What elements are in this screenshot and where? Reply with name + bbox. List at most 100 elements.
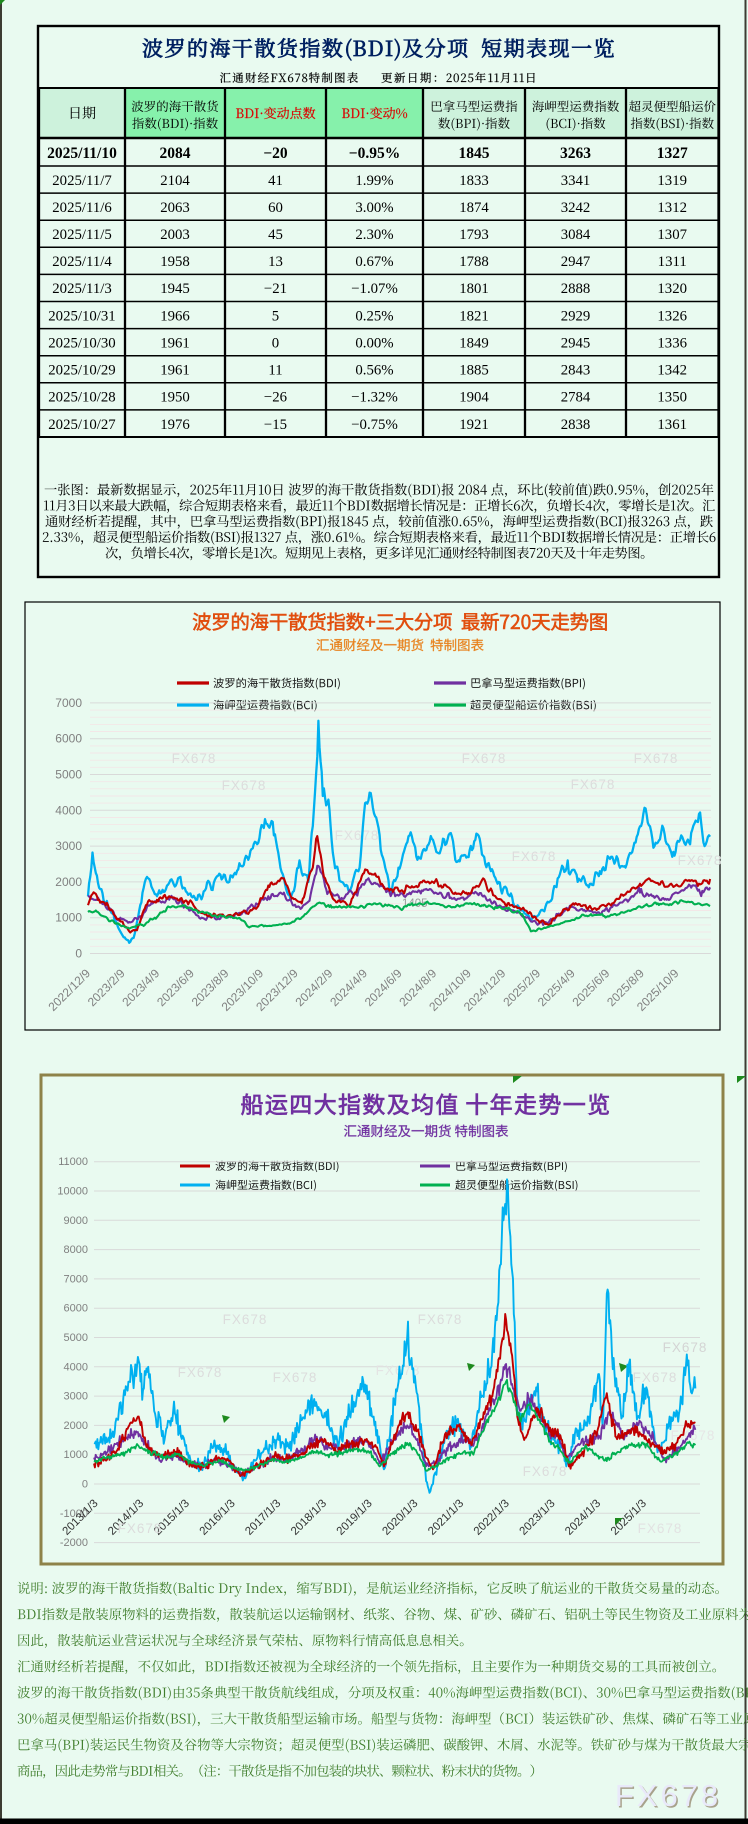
svg-text:2.30%: 2.30% bbox=[355, 227, 393, 243]
svg-text:2025/10/30: 2025/10/30 bbox=[48, 336, 115, 352]
svg-text:−0.95%: −0.95% bbox=[349, 145, 400, 162]
svg-text:7000: 7000 bbox=[55, 696, 82, 710]
svg-text:FX678: FX678 bbox=[178, 1365, 223, 1380]
svg-text:2104: 2104 bbox=[160, 173, 190, 189]
svg-text:1945: 1945 bbox=[160, 281, 190, 297]
svg-text:−15: −15 bbox=[264, 417, 287, 433]
svg-text:1000: 1000 bbox=[55, 911, 82, 925]
svg-text:1319: 1319 bbox=[657, 173, 687, 189]
svg-text:10000: 10000 bbox=[57, 1186, 88, 1198]
svg-text:-1000: -1000 bbox=[60, 1508, 88, 1520]
svg-text:5000: 5000 bbox=[55, 768, 82, 782]
svg-text:2025/10/27: 2025/10/27 bbox=[48, 417, 115, 433]
svg-text:1788: 1788 bbox=[459, 254, 489, 270]
svg-text:2947: 2947 bbox=[561, 254, 591, 270]
svg-text:1958: 1958 bbox=[160, 254, 190, 270]
svg-text:2025/11/4: 2025/11/4 bbox=[52, 254, 112, 270]
svg-text:-2000: -2000 bbox=[60, 1537, 88, 1549]
svg-text:41: 41 bbox=[268, 173, 283, 189]
svg-text:3341: 3341 bbox=[561, 173, 591, 189]
svg-text:1312: 1312 bbox=[657, 200, 687, 216]
svg-text:2945: 2945 bbox=[561, 336, 591, 352]
svg-text:1801: 1801 bbox=[459, 281, 489, 297]
svg-text:FX678: FX678 bbox=[571, 777, 616, 792]
svg-text:3084: 3084 bbox=[561, 227, 591, 243]
svg-text:0.56%: 0.56% bbox=[355, 363, 393, 379]
svg-text:1793: 1793 bbox=[459, 227, 489, 243]
svg-text:1904: 1904 bbox=[459, 390, 489, 406]
svg-text:FX678: FX678 bbox=[273, 1370, 318, 1385]
svg-text:9000: 9000 bbox=[64, 1215, 88, 1227]
svg-text:1833: 1833 bbox=[459, 173, 489, 189]
svg-text:2000: 2000 bbox=[64, 1420, 88, 1432]
svg-text:1845: 1845 bbox=[459, 145, 490, 162]
svg-text:FX678: FX678 bbox=[223, 1312, 268, 1327]
svg-text:1326: 1326 bbox=[657, 308, 687, 324]
svg-text:6000: 6000 bbox=[64, 1303, 88, 1315]
svg-text:FX678: FX678 bbox=[118, 1521, 163, 1536]
svg-text:0.25%: 0.25% bbox=[355, 308, 393, 324]
svg-text:FX678: FX678 bbox=[671, 1428, 716, 1443]
svg-text:3242: 3242 bbox=[561, 200, 591, 216]
svg-text:1921: 1921 bbox=[459, 417, 489, 433]
svg-text:3263: 3263 bbox=[560, 145, 591, 162]
svg-text:0: 0 bbox=[82, 1479, 88, 1491]
svg-text:FX678: FX678 bbox=[663, 1340, 708, 1355]
svg-text:2025/11/7: 2025/11/7 bbox=[52, 173, 111, 189]
svg-text:−26: −26 bbox=[264, 390, 287, 406]
svg-text:1.99%: 1.99% bbox=[355, 173, 393, 189]
svg-text:2843: 2843 bbox=[561, 363, 591, 379]
svg-text:1342: 1342 bbox=[657, 363, 687, 379]
svg-text:8000: 8000 bbox=[64, 1244, 88, 1256]
svg-text:1327: 1327 bbox=[657, 145, 688, 162]
svg-text:1885: 1885 bbox=[459, 363, 489, 379]
svg-text:1961: 1961 bbox=[160, 336, 190, 352]
svg-text:1320: 1320 bbox=[657, 281, 687, 297]
svg-text:6000: 6000 bbox=[55, 732, 82, 746]
svg-text:2784: 2784 bbox=[561, 390, 591, 406]
svg-text:1000: 1000 bbox=[64, 1449, 88, 1461]
svg-text:1307: 1307 bbox=[657, 227, 687, 243]
svg-text:−1.32%: −1.32% bbox=[351, 390, 398, 406]
svg-text:4000: 4000 bbox=[55, 803, 82, 817]
svg-text:0: 0 bbox=[75, 947, 82, 961]
svg-text:2025/11/5: 2025/11/5 bbox=[52, 227, 111, 243]
svg-text:1874: 1874 bbox=[459, 200, 489, 216]
svg-text:2888: 2888 bbox=[561, 281, 591, 297]
svg-text:1961: 1961 bbox=[160, 363, 190, 379]
svg-text:2025/10/31: 2025/10/31 bbox=[48, 308, 115, 324]
svg-text:2063: 2063 bbox=[160, 200, 190, 216]
svg-text:FX678: FX678 bbox=[633, 1370, 678, 1385]
svg-text:−0.75%: −0.75% bbox=[351, 417, 398, 433]
svg-text:−20: −20 bbox=[263, 145, 288, 162]
svg-text:3.00%: 3.00% bbox=[355, 200, 393, 216]
svg-text:1950: 1950 bbox=[160, 390, 190, 406]
svg-text:FX678: FX678 bbox=[634, 751, 679, 766]
svg-text:FX678: FX678 bbox=[615, 1778, 721, 1813]
svg-text:1361: 1361 bbox=[657, 417, 687, 433]
svg-text:2003: 2003 bbox=[160, 227, 190, 243]
svg-text:3000: 3000 bbox=[55, 839, 82, 853]
svg-text:−21: −21 bbox=[264, 281, 287, 297]
svg-text:1821: 1821 bbox=[459, 308, 489, 324]
svg-text:2025/11/10: 2025/11/10 bbox=[47, 145, 117, 162]
svg-text:2929: 2929 bbox=[561, 308, 591, 324]
svg-text:FX678: FX678 bbox=[376, 1363, 421, 1378]
svg-text:−1.07%: −1.07% bbox=[351, 281, 398, 297]
svg-text:2025/10/28: 2025/10/28 bbox=[48, 390, 115, 406]
svg-text:2838: 2838 bbox=[561, 417, 591, 433]
svg-text:FX678: FX678 bbox=[512, 849, 557, 864]
svg-text:2025/10/29: 2025/10/29 bbox=[48, 363, 115, 379]
svg-text:FX678: FX678 bbox=[638, 1521, 683, 1536]
svg-text:7000: 7000 bbox=[64, 1273, 88, 1285]
svg-text:FX678: FX678 bbox=[418, 1312, 463, 1327]
svg-text:FX678: FX678 bbox=[172, 751, 217, 766]
svg-text:FX678: FX678 bbox=[335, 828, 380, 843]
svg-text:45: 45 bbox=[268, 227, 283, 243]
svg-text:5000: 5000 bbox=[64, 1332, 88, 1344]
svg-text:1966: 1966 bbox=[160, 308, 190, 324]
svg-text:1336: 1336 bbox=[657, 336, 687, 352]
svg-text:0.00%: 0.00% bbox=[355, 336, 393, 352]
svg-text:FX678: FX678 bbox=[523, 1464, 568, 1479]
svg-text:1976: 1976 bbox=[160, 417, 190, 433]
